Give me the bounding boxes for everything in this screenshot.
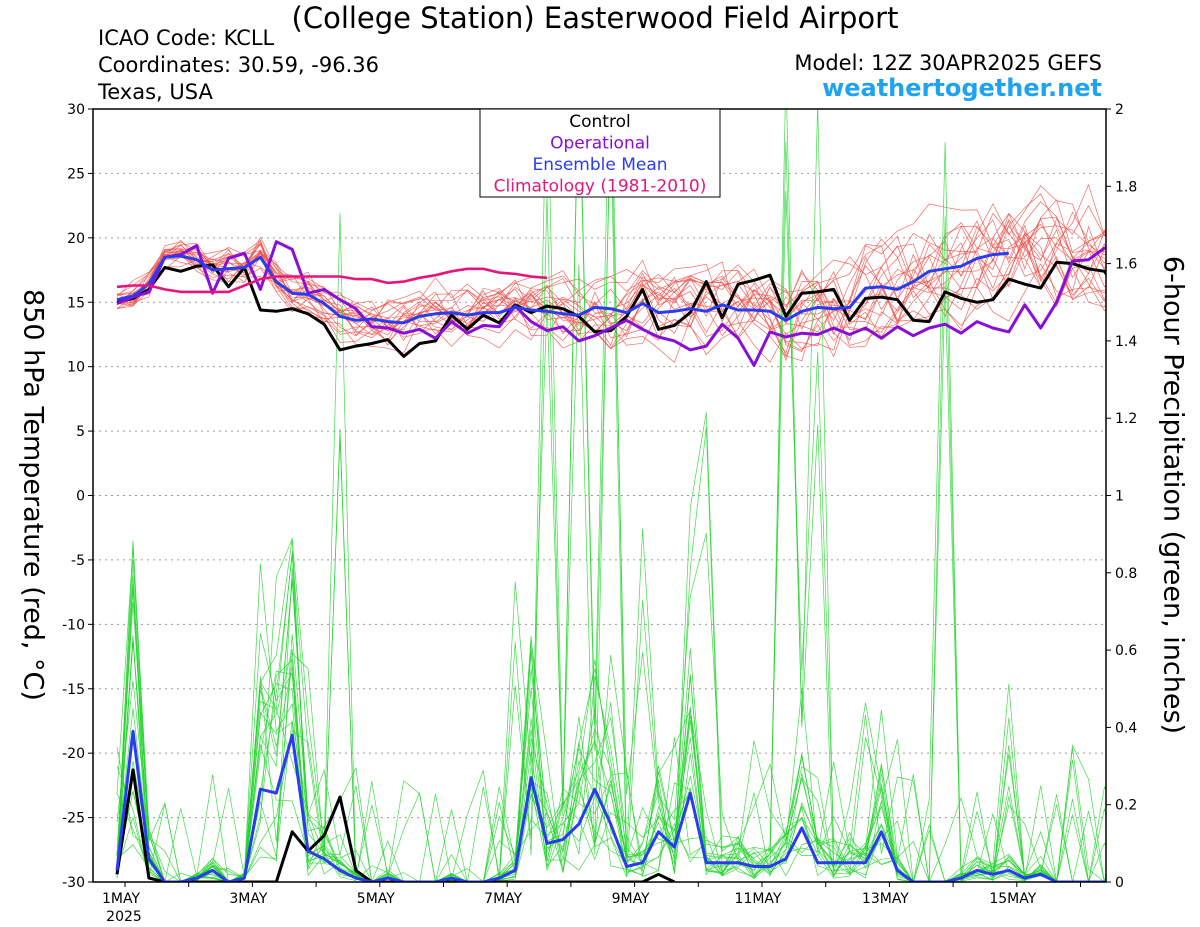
chart-title: (College Station) Easterwood Field Airpo… bbox=[291, 1, 899, 35]
y-right-tick-label: 1 bbox=[1115, 489, 1124, 505]
x-tick-label: 1MAY bbox=[102, 891, 140, 907]
y-left-tick-label: 5 bbox=[76, 424, 85, 440]
y-left-tick-label: -20 bbox=[62, 746, 85, 762]
precip-member-line bbox=[116, 109, 1106, 882]
temperature-ensemble-mean-line bbox=[116, 251, 1009, 325]
x-tick-label: 13MAY bbox=[862, 891, 909, 907]
y-right-tick-label: 0.8 bbox=[1115, 566, 1137, 582]
y-left-tick-label: 25 bbox=[67, 166, 85, 182]
legend-item-operational: Operational bbox=[550, 134, 650, 154]
temperature-member-line bbox=[116, 193, 1106, 354]
y-left-tick-label: 20 bbox=[67, 231, 85, 247]
temperature-member-line bbox=[116, 183, 1106, 350]
precip-member-line bbox=[116, 744, 1106, 882]
x-tick-label: 5MAY bbox=[357, 891, 395, 907]
region: Texas, USA bbox=[98, 80, 213, 104]
precip-member-line bbox=[116, 634, 1106, 882]
y-left-tick-label: 0 bbox=[76, 489, 85, 505]
precip-ensemble-mean-line bbox=[115, 729, 1106, 882]
x-tick-label: 7MAY bbox=[484, 891, 522, 907]
y-left-tick-label: 30 bbox=[67, 102, 85, 118]
y-left-tick-label: -10 bbox=[62, 617, 85, 633]
x-tick-label: 15MAY bbox=[989, 891, 1036, 907]
y-right-tick-label: 1.2 bbox=[1115, 411, 1137, 427]
y-left-tick-label: 15 bbox=[67, 295, 85, 311]
legend-item-control: Control bbox=[569, 112, 630, 132]
x-tick-label: 9MAY bbox=[612, 891, 650, 907]
y-left-tick-label: -5 bbox=[71, 553, 85, 569]
legend-box bbox=[479, 108, 721, 198]
y-left-tick-label: 10 bbox=[67, 360, 85, 376]
temperature-member-line bbox=[116, 212, 1106, 362]
y-right-tick-label: 0 bbox=[1115, 875, 1124, 891]
precip-member-line bbox=[116, 583, 1106, 882]
x-year-label: 2025 bbox=[106, 909, 142, 925]
y-right-tick-label: 2 bbox=[1115, 102, 1124, 118]
precip-member-line bbox=[116, 563, 1106, 882]
temperature-member-line bbox=[116, 233, 1106, 343]
y-right-tick-label: 1.8 bbox=[1115, 179, 1137, 195]
y-right-tick-label: 1.6 bbox=[1115, 257, 1137, 273]
temperature-operational-line bbox=[116, 240, 1106, 367]
x-tick-label: 3MAY bbox=[229, 891, 267, 907]
temperature-control-line bbox=[116, 260, 1106, 358]
site-link[interactable]: weathertogether.net bbox=[822, 74, 1102, 102]
y-axis-right-label: 6-hour Precipitation (green, inches) bbox=[1157, 255, 1189, 735]
temperature-member-line bbox=[116, 185, 1106, 342]
temperature-member-line bbox=[116, 212, 1106, 347]
legend-item-climatology-1981-2010: Climatology (1981-2010) bbox=[494, 177, 707, 197]
icao-code: ICAO Code: KCLL bbox=[98, 26, 275, 50]
y-right-tick-label: 0.4 bbox=[1115, 720, 1137, 736]
legend-item-ensemble-mean: Ensemble Mean bbox=[532, 155, 667, 175]
temperature-member-line bbox=[116, 223, 1106, 362]
precip-member-line bbox=[116, 559, 1106, 882]
y-right-tick-label: 1.4 bbox=[1115, 334, 1137, 350]
y-right-tick-label: 0.2 bbox=[1115, 798, 1137, 814]
precip-member-line bbox=[116, 676, 1106, 882]
model-run: Model: 12Z 30APR2025 GEFS bbox=[794, 51, 1102, 75]
precip-member-line bbox=[116, 109, 1106, 882]
y-left-tick-label: -30 bbox=[62, 875, 85, 891]
y-right-tick-label: 0.6 bbox=[1115, 643, 1137, 659]
y-left-tick-label: -15 bbox=[62, 682, 85, 698]
coordinates: Coordinates: 30.59, -96.36 bbox=[98, 53, 379, 77]
x-tick-label: 11MAY bbox=[735, 891, 782, 907]
y-axis-left-label: 850 hPa Temperature (red, °C) bbox=[17, 289, 49, 701]
temperature-climatology-1981-2010--line bbox=[116, 267, 548, 294]
temperature-member-line bbox=[116, 243, 1106, 353]
y-left-tick-label: -25 bbox=[62, 811, 85, 827]
